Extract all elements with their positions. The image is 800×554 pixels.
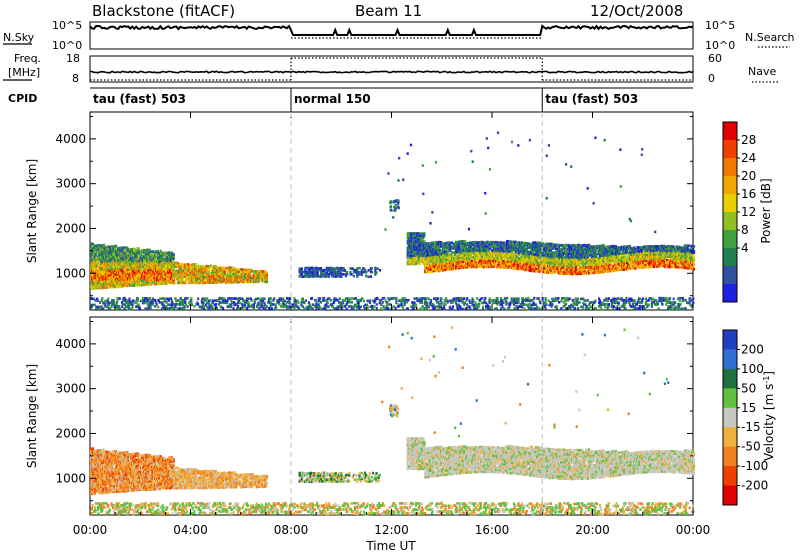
colorbar-swatch [723,176,737,195]
nsky-tick-bottom: 10^0 [52,39,82,52]
y-tick-label: 1000 [55,471,86,485]
nave-label: Nave [748,65,776,78]
nsearch-label: N.Search [745,31,795,44]
power-colorbar-label: Power [dB] [759,178,773,243]
freq-series [89,57,694,81]
colorbar-swatch [723,212,737,231]
y-tick-label: 1000 [55,266,86,280]
y-tick-label: 2000 [55,221,86,235]
colorbar-tick-label: 20 [741,169,756,183]
colorbar-swatch [723,122,737,141]
y-tick-label: 4000 [55,337,86,351]
nsky-label: N.Sky [3,31,35,44]
velocity-colorbar: 200 100 50 15 -15 -50 -100 -200 [722,329,768,506]
power-y-axis: 1000 2000 3000 4000 [55,115,693,297]
colorbar-swatch [723,466,737,487]
colorbar-tick-label: -50 [741,440,761,454]
nsky-tick-top: 10^5 [52,19,82,32]
colorbar-tick-label: -100 [741,459,768,473]
colorbar-swatch [723,427,737,448]
freq-label: Freq. [14,52,41,65]
nsky-panel [89,21,694,50]
velocity-y-axis: 1000 2000 3000 4000 [55,320,693,502]
colorbar-swatch [723,330,737,350]
x-tick-label: 08:00 [274,523,309,537]
cpid-segment-label: tau (fast) 503 [545,92,638,106]
velocity-colorbar-label: Velocity [m s-1] [762,371,777,461]
colorbar-swatch [723,230,737,249]
x-tick-label: 16:00 [475,523,510,537]
beam-title: Beam 11 [355,2,422,20]
colorbar-swatch [723,388,737,409]
colorbar-swatch [723,194,737,213]
colorbar-swatch [723,284,737,303]
velocity-echoes [90,326,696,516]
y-tick-label: 3000 [55,382,86,396]
velocity-ylabel: Slant Range [km] [25,364,39,468]
y-tick-label: 2000 [55,426,86,440]
colorbar-tick-label: 16 [741,187,756,201]
colorbar-tick-label: 28 [741,133,756,147]
x-tick-label: 04:00 [173,523,208,537]
colorbar-swatch [723,248,737,267]
freq-unit-label: [MHz] [8,66,40,79]
colorbar-swatch [723,407,737,428]
colorbar-swatch [723,158,737,177]
x-tick-label: 00:00 [73,523,108,537]
colorbar-tick-label: 100 [741,362,764,376]
power-ylabel: Slant Range [km] [25,159,39,263]
colorbar-swatch [723,485,737,506]
y-tick-label: 3000 [55,177,86,191]
nsky-series [89,24,694,39]
cpid-segment-label: normal 150 [294,92,371,106]
x-tick-label: 20:00 [575,523,610,537]
nsearch-tick-top: 10^5 [705,19,735,32]
cpid-segment-label: tau (fast) 503 [93,92,186,106]
nsearch-tick-bottom: 10^0 [705,39,735,52]
station-title: Blackstone (fitACF) [92,2,235,20]
colorbar-tick-label: 8 [741,223,749,237]
x-tick-label: 00:00 [676,523,711,537]
x-tick-label: 12:00 [374,523,409,537]
freq-panel [89,55,694,83]
colorbar-tick-label: 15 [741,401,756,415]
freq-tick-bottom: 8 [72,72,79,85]
colorbar-tick-label: 4 [741,241,749,255]
colorbar-swatch [723,349,737,370]
power-colorbar: 28 24 20 16 12 8 4 [722,121,756,303]
mode-change-lines [290,58,543,515]
power-echoes [90,131,696,311]
colorbar-tick-label: 24 [741,151,756,165]
cpid-label: CPID [8,92,37,105]
colorbar-swatch [723,446,737,467]
nave-tick-bottom: 0 [708,72,715,85]
nave-tick-top: 60 [708,52,722,65]
colorbar-swatch [723,368,737,389]
colorbar-tick-label: -15 [741,420,761,434]
freq-tick-top: 18 [66,52,80,65]
colorbar-swatch [723,140,737,159]
cpid-row: tau (fast) 503 normal 150 tau (fast) 503 [93,92,638,106]
y-tick-label: 4000 [55,132,86,146]
colorbar-tick-label: -200 [741,479,768,493]
colorbar-tick-label: 50 [741,381,756,395]
date-title: 12/Oct/2008 [590,2,683,20]
colorbar-tick-label: 12 [741,205,756,219]
colorbar-tick-label: 200 [741,342,764,356]
colorbar-swatch [723,266,737,285]
xaxis-label: Time UT [365,539,416,553]
time-x-axis: 00:00 04:00 08:00 12:00 16:00 20:00 00:00 [73,112,711,537]
